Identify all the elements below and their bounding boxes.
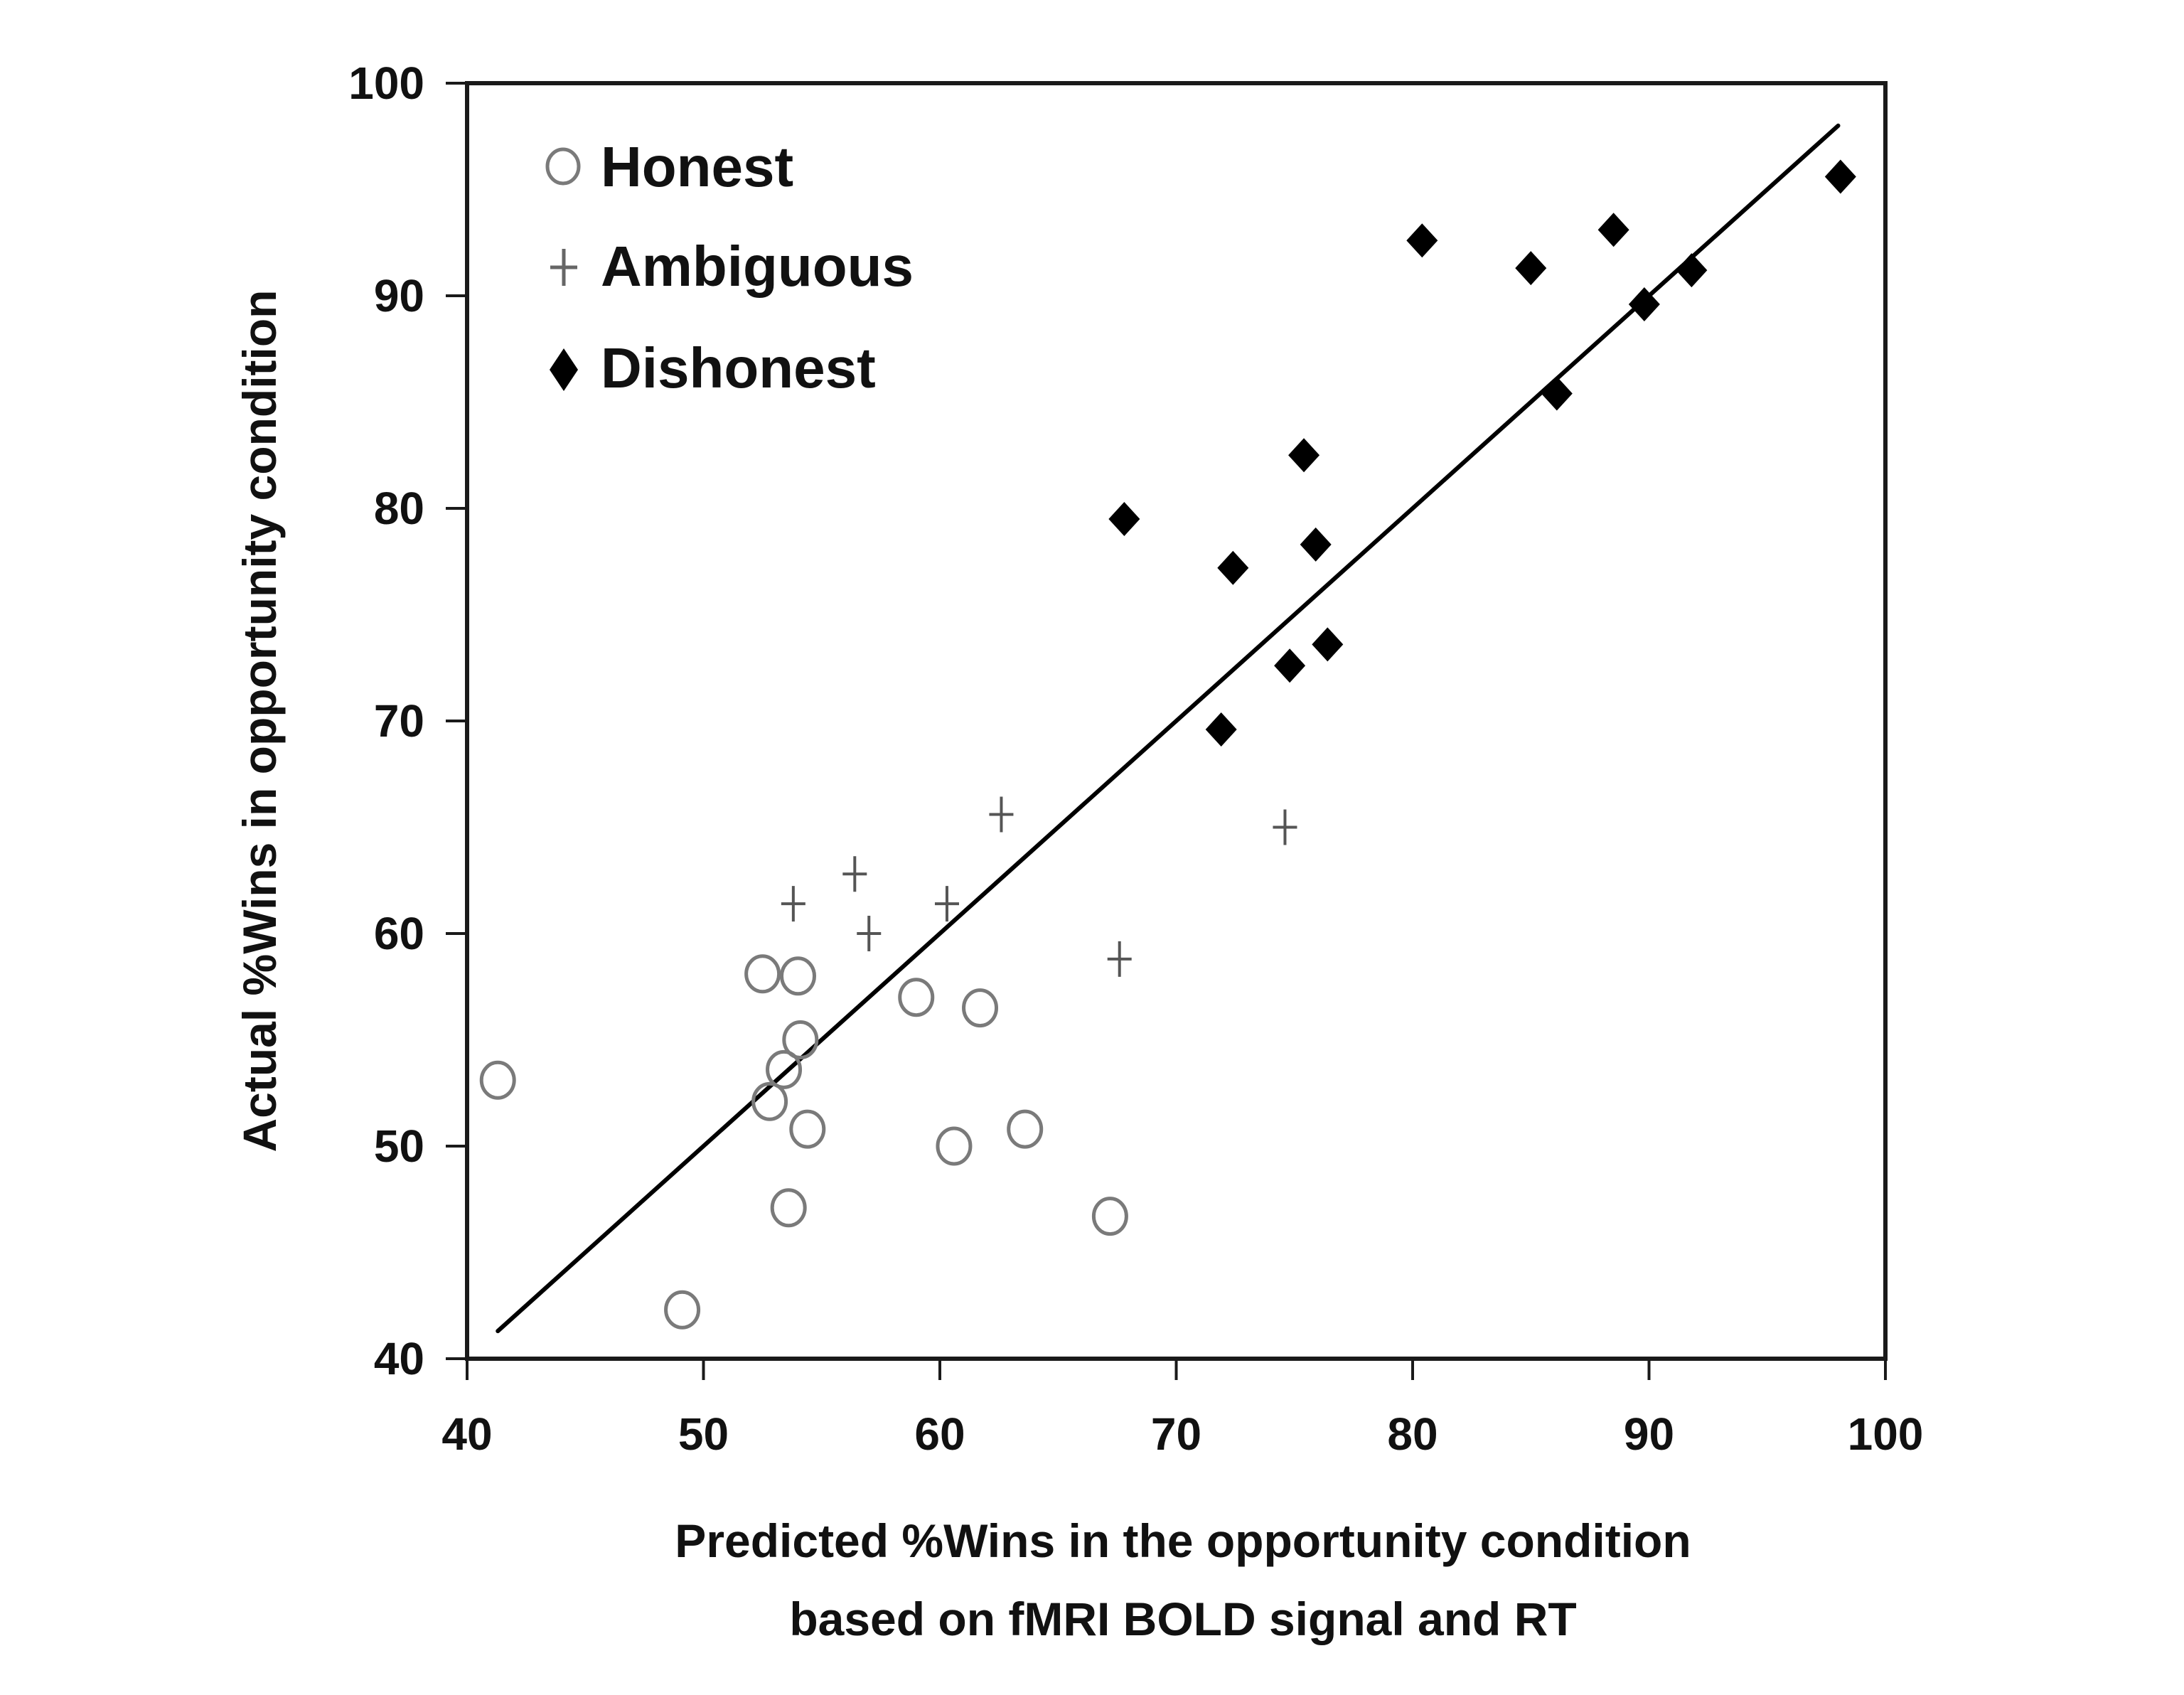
honest-point [962, 988, 999, 1028]
legend: Honest Ambiguous Dishonest [545, 135, 914, 400]
honest-point [789, 1109, 826, 1149]
legend-label-ambiguous: Ambiguous [601, 235, 914, 298]
x-axis-title-line-1: Predicted %Wins in the opportunity condi… [675, 1514, 1691, 1567]
filled-diamond-icon [550, 348, 578, 391]
y-tick-label: 100 [348, 58, 424, 109]
ambiguous-point [842, 856, 867, 892]
ambiguous-point [1107, 941, 1132, 977]
dishonest-point [1597, 213, 1629, 247]
x-tick-label: 90 [1624, 1408, 1674, 1460]
honest-point [782, 1020, 819, 1059]
dishonest-point [1515, 251, 1547, 286]
honest-point [751, 1081, 788, 1121]
dishonest-point [1676, 253, 1708, 288]
dishonest-point [1288, 438, 1320, 473]
honest-point [664, 1290, 701, 1330]
y-tick-label: 80 [374, 483, 424, 534]
honest-point [898, 978, 935, 1017]
series-dishonest [1108, 159, 1856, 747]
ambiguous-point [781, 886, 805, 922]
y-tick-label: 70 [374, 695, 424, 747]
x-tick-label: 100 [1848, 1408, 1924, 1460]
y-axis-title: Actual %Wins in opportunity condition [233, 290, 286, 1153]
ambiguous-point [857, 916, 882, 951]
ambiguous-point [1273, 809, 1297, 845]
honest-point [936, 1126, 973, 1166]
dishonest-point [1406, 223, 1438, 258]
legend-label-honest: Honest [601, 135, 793, 198]
x-tick-label: 60 [914, 1408, 965, 1460]
dishonest-point [1628, 287, 1660, 321]
legend-item-dishonest: Dishonest [550, 336, 876, 400]
dishonest-point [1300, 527, 1332, 562]
dishonest-point [1824, 159, 1856, 194]
dishonest-point [1217, 550, 1249, 585]
dishonest-point [1541, 376, 1573, 411]
x-tick-label: 40 [441, 1408, 492, 1460]
dishonest-point [1108, 501, 1140, 536]
series-honest [479, 954, 1128, 1330]
honest-point [766, 1049, 803, 1089]
honest-point [770, 1188, 807, 1228]
x-tick-label: 80 [1387, 1408, 1438, 1460]
y-tick-label: 50 [374, 1121, 424, 1172]
ambiguous-point [934, 886, 959, 922]
honest-point [1091, 1197, 1128, 1236]
y-tick-label: 90 [374, 270, 424, 321]
regression-line [496, 123, 1841, 1334]
open-circle-icon [545, 147, 581, 186]
axis-ticks: 40 50 60 70 80 90 100 40 50 60 70 80 90 100 [348, 58, 1923, 1460]
y-tick-label: 60 [374, 908, 424, 959]
dishonest-point [1205, 712, 1237, 747]
legend-label-dishonest: Dishonest [601, 336, 876, 400]
dishonest-point [1312, 627, 1344, 662]
honest-point [744, 954, 781, 994]
honest-point [1007, 1109, 1044, 1149]
honest-point [780, 956, 816, 996]
y-tick-label: 40 [374, 1333, 424, 1384]
legend-item-honest: Honest [545, 135, 793, 198]
x-tick-label: 50 [678, 1408, 729, 1460]
x-tick-label: 70 [1151, 1408, 1201, 1460]
legend-item-ambiguous: Ambiguous [550, 235, 914, 298]
x-axis-title-line-2: based on fMRI BOLD signal and RT [789, 1593, 1576, 1645]
ambiguous-point [989, 796, 1014, 833]
series-ambiguous [781, 796, 1297, 977]
honest-point [479, 1060, 516, 1100]
fit-line [496, 123, 1841, 1334]
data-points [479, 159, 1856, 1330]
dishonest-point [1274, 648, 1306, 683]
plus-icon [550, 249, 577, 286]
